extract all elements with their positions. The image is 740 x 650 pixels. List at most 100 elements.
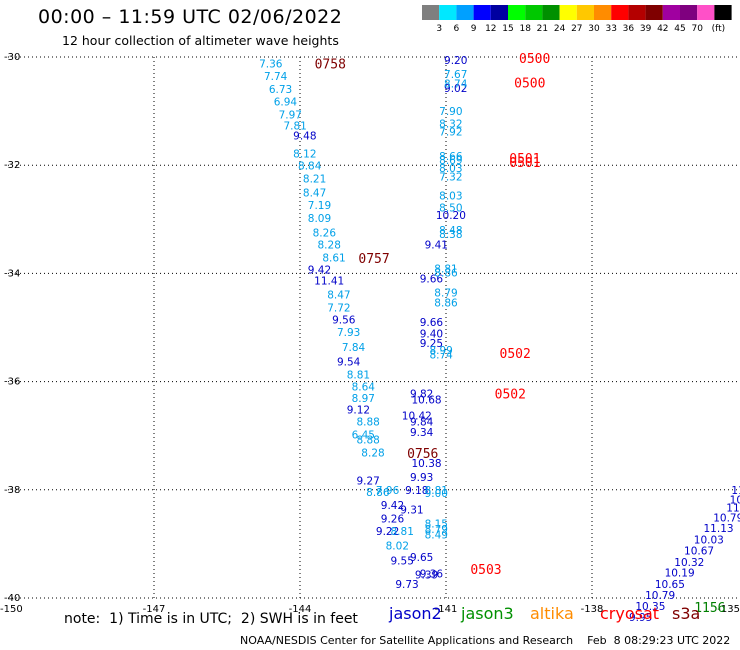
wave-height-label: 8.61 [322, 253, 345, 265]
wave-height-label: 9.02 [444, 83, 467, 95]
satellite-legend-cryosat: cryosat [600, 604, 660, 623]
color-scale-swatch [439, 5, 457, 20]
color-scale-swatch [473, 5, 491, 20]
wave-height-label: 7.19 [308, 200, 331, 212]
data-points: 9.20 9.02 9.48 10.20 9.41 9.42 11.41 9.66 9.56 9.… [259, 55, 740, 624]
wave-height-label: 9.65 [410, 552, 433, 564]
wave-height-label: 10.32 [674, 557, 704, 569]
color-scale-label: 24 [554, 24, 566, 34]
wave-height-label: 8.81 [347, 370, 370, 382]
wave-height-label: 8.26 [313, 227, 337, 239]
wave-height-label: 8.74 [444, 79, 468, 91]
x-tick-label: -135 [717, 604, 740, 615]
wave-height-label: 9.56 [332, 314, 356, 326]
color-scale-label: 45 [674, 24, 685, 34]
y-tick-label: -38 [4, 485, 20, 496]
pass-time-label: 0756 [407, 447, 438, 462]
wave-height-label: 11 [731, 485, 740, 497]
wave-height-label: 7.90 [439, 106, 462, 118]
color-scale-label: 12 [485, 24, 496, 34]
wave-height-label: 9.00 [425, 488, 448, 500]
color-scale-label: 15 [502, 24, 513, 34]
pass-time-label: 0503 [470, 563, 501, 578]
color-scale-swatch [456, 5, 474, 20]
wave-height-label: 9.73 [395, 579, 418, 591]
wave-height-label: 8.74 [429, 350, 453, 362]
wave-height-label: 7.97 [279, 109, 302, 121]
wave-height-label: 8.32 [439, 119, 462, 131]
color-scale-label: 27 [571, 24, 582, 34]
wave-height-label: 8.88 [356, 417, 379, 429]
pass-time-label: 0502 [500, 347, 531, 362]
wave-height-label: 8.66 [439, 151, 463, 163]
wave-height-label: 11.5 [726, 503, 740, 515]
wave-height-label: 10.68 [412, 394, 442, 406]
wave-height-label: 7.74 [264, 71, 288, 83]
satellite-legend-altika: altika [530, 604, 574, 623]
color-scale-swatch [576, 5, 594, 20]
wave-height-label: 6.45 [352, 430, 375, 442]
color-scale-swatch [714, 5, 732, 20]
color-scale-swatch [594, 5, 612, 20]
wave-height-label: 10.67 [684, 545, 714, 557]
y-tick-label: -40 [4, 593, 20, 604]
wave-height-label: 8.81 [391, 526, 414, 538]
y-tick-label: -36 [4, 377, 20, 388]
color-scale-swatch [508, 5, 526, 20]
wave-height-label: 9.26 [381, 513, 405, 525]
wave-height-label: 8.02 [386, 541, 409, 553]
credit-line: NOAA/NESDIS Center for Satellite Applica… [240, 634, 731, 647]
color-scale-label: 33 [605, 24, 616, 34]
wave-height-label: 8.64 [352, 381, 376, 393]
wave-height-label: 9.25 [420, 338, 443, 350]
y-tick-label: -34 [4, 268, 20, 279]
plot-axes: -30 -32 -34 -36 -38 -40-150 -147 -144 -141 -138 -1… [0, 52, 740, 615]
wave-height-label: 9.18 [405, 485, 428, 497]
wave-height-label: 7.72 [327, 302, 350, 314]
x-tick-label: -147 [143, 604, 166, 615]
wave-height-label: 9.27 [356, 476, 379, 488]
wave-height-label: 9.55 [391, 556, 414, 568]
wave-height-label: 8.48 [439, 225, 462, 237]
color-scale-swatch [490, 5, 508, 20]
wave-height-label: 9.66 [420, 273, 444, 285]
pass-time-label: 0502 [495, 387, 526, 402]
wave-height-label: 7.96 [376, 485, 400, 497]
wave-height-label: 10.42 [402, 411, 432, 423]
wave-height-label: 8.28 [318, 240, 341, 252]
pass-time-label: 0501 [509, 152, 540, 167]
wave-height-label: 9.84 [410, 417, 434, 429]
wave-height-label: 10.65 [655, 579, 685, 591]
wave-height-label: 8.88 [356, 434, 379, 446]
wave-height-label: 10.20 [436, 210, 466, 222]
wave-height-label: 8.79 [434, 287, 457, 299]
wave-height-label: 8.81 [434, 264, 457, 276]
pass-time-label: 0758 [315, 57, 346, 72]
wave-height-label: 9.82 [410, 389, 433, 401]
wave-height-label: 9.20 [444, 55, 467, 67]
wave-height-label: 9.31 [400, 504, 423, 516]
wave-height-label: 8.50 [439, 202, 462, 214]
wave-height-label: 9.42 [381, 500, 404, 512]
wave-height-label: 8.21 [303, 174, 326, 186]
color-scale-label: 18 [519, 24, 531, 34]
wave-height-label: 9.12 [347, 405, 370, 417]
wave-height-label: 9.34 [410, 427, 434, 439]
wave-height-label: 10.79 [713, 512, 740, 524]
wave-height-label: 9.93 [410, 472, 433, 484]
wave-height-label: 6.94 [274, 96, 298, 108]
color-scale-swatch [662, 5, 680, 20]
x-tick-label: -150 [0, 604, 23, 615]
wave-height-label: 8.03 [439, 163, 462, 175]
color-scale-label: 3 [436, 24, 442, 34]
wave-height-label: 9.48 [293, 130, 316, 142]
wave-height-label: 11.41 [314, 275, 344, 287]
wave-height-label: 8.09 [308, 213, 331, 225]
wave-height-label: 8.03 [439, 190, 462, 202]
pass-time-label: 0501 [509, 156, 540, 171]
pass-time-label: 0500 [519, 52, 550, 67]
wave-height-label: 9.41 [425, 240, 448, 252]
wave-height-label: 9.39 [415, 570, 438, 582]
wave-height-label: 10.35 [635, 601, 665, 613]
chart-subtitle: 12 hour collection of altimeter wave hei… [62, 33, 339, 48]
